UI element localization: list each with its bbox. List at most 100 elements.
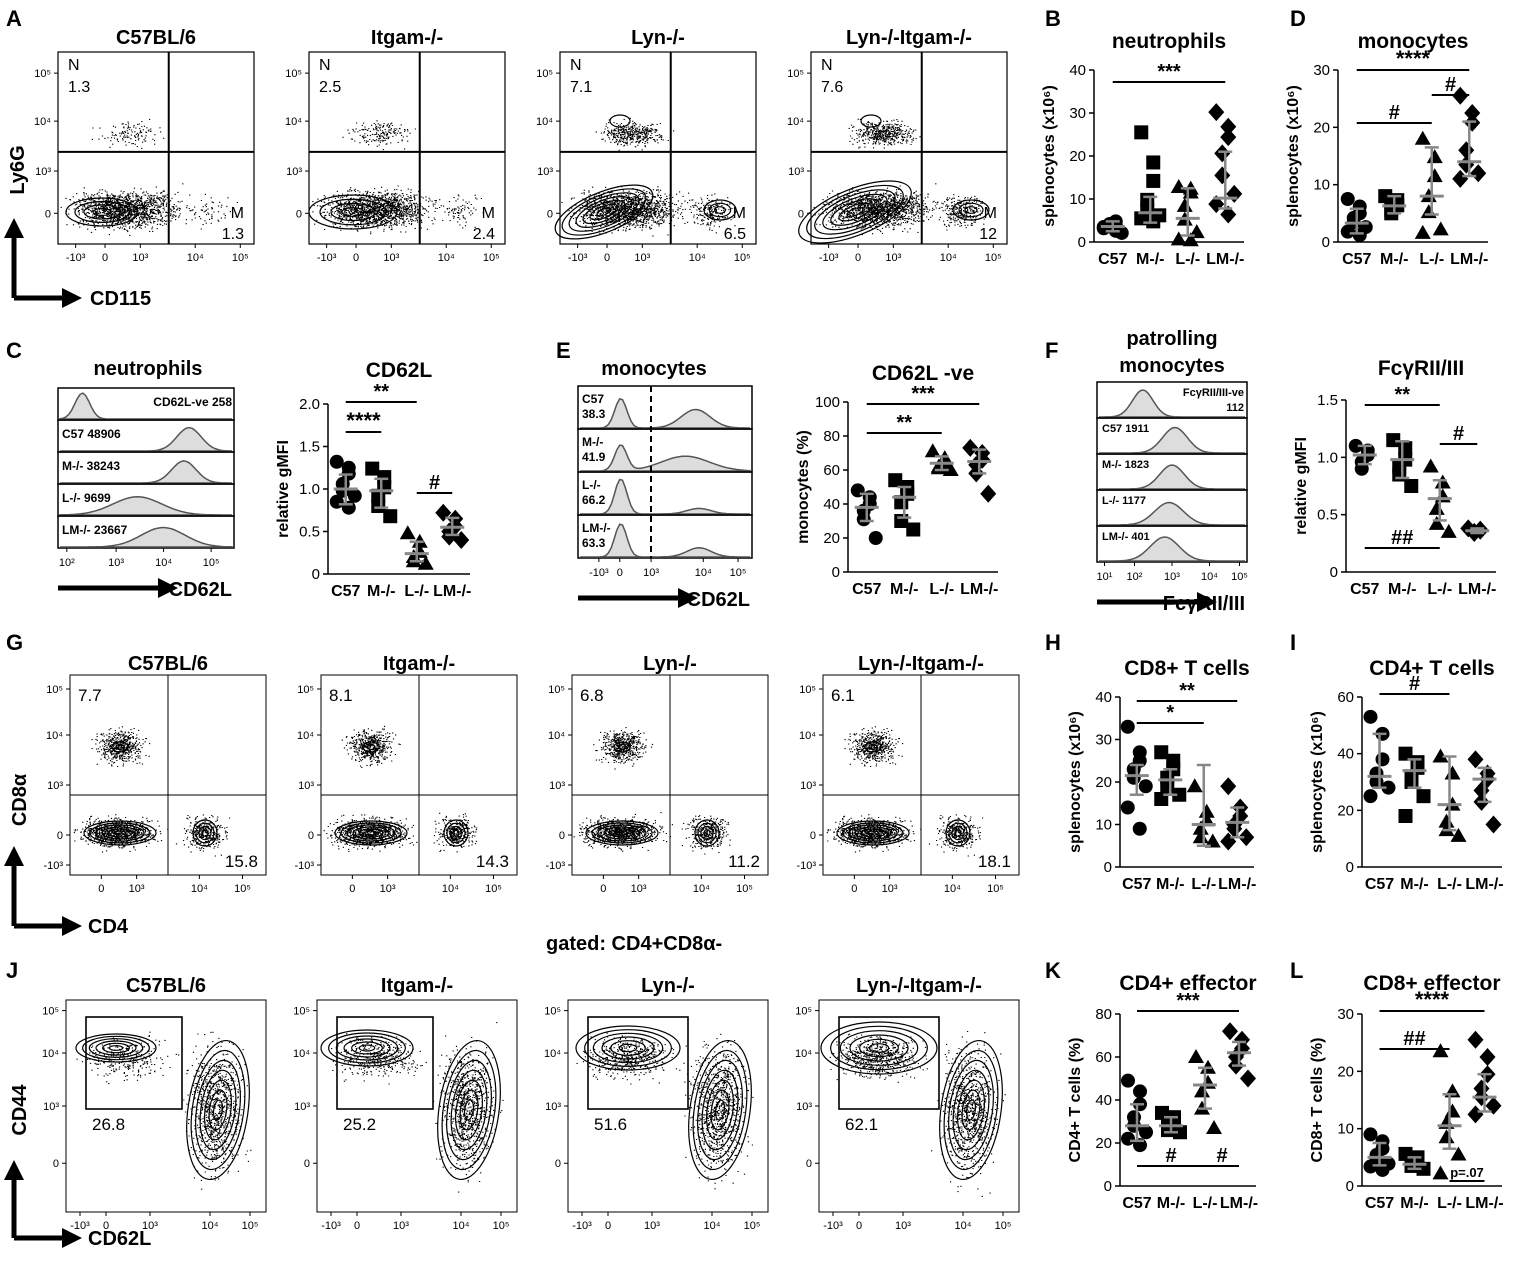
density-contour (849, 1034, 909, 1062)
x-tick-label: 0 (353, 252, 359, 264)
significance-label: **** (1415, 987, 1450, 1012)
density-contour (700, 825, 714, 841)
category-label: L-/- (404, 583, 429, 600)
dot-plot-d: monocytes 0 10 20 30 splenocytes (x10⁶) C57 M-/… (1285, 30, 1488, 268)
data-point (1214, 166, 1231, 185)
y-tick-label: 10⁴ (795, 1048, 812, 1060)
x-tick-label: 10² (59, 557, 75, 569)
y-tick-label: 30 (1337, 1006, 1354, 1023)
significance-label: ** (1394, 384, 1410, 406)
y-tick-label: 10⁵ (293, 1006, 310, 1018)
density-contour (446, 822, 466, 844)
data-point (1146, 173, 1161, 188)
x-tick-label: 10³ (644, 1220, 660, 1232)
y-tick-label: 20 (1069, 148, 1086, 165)
data-point (417, 555, 434, 570)
data-point (1121, 1131, 1135, 1146)
gate-n-label: N (821, 57, 833, 74)
y-tick-label: 10⁵ (799, 684, 816, 696)
category-label: C57 (1365, 876, 1394, 893)
density-contour (115, 743, 125, 751)
y-tick-label: 10⁵ (285, 68, 302, 80)
density-contour (706, 1079, 734, 1141)
x-tick-label: 10⁴ (187, 252, 204, 264)
x-tick-label: 0 (103, 1220, 109, 1232)
x-tick-label: -10³ (321, 1220, 341, 1232)
data-point (1352, 228, 1367, 243)
density-contour (88, 1038, 144, 1058)
y-tick-label: 0 (45, 208, 51, 220)
chart-title: monocytes (1358, 30, 1469, 53)
histogram-curve (580, 523, 750, 558)
data-point (1226, 184, 1243, 203)
quadrant-bottom-right-value: 11.2 (728, 852, 760, 871)
data-point (1414, 130, 1431, 145)
data-point (1432, 748, 1449, 763)
x-tick-label: 10⁵ (485, 883, 502, 895)
density-contour (446, 1059, 492, 1161)
gate-m-label: M (733, 205, 746, 222)
data-point (1452, 169, 1469, 188)
data-point (1485, 815, 1502, 834)
y-tick-label: 0 (798, 208, 804, 220)
density-contour (351, 1041, 383, 1055)
data-point (1176, 197, 1193, 212)
density-contour (864, 741, 882, 753)
data-point (1208, 103, 1225, 122)
x-tick-label: 10³ (643, 567, 659, 579)
data-point (942, 462, 959, 476)
y-tick-label: 20 (823, 530, 840, 547)
y-tick-label: 10⁴ (42, 1048, 59, 1060)
quadrant-top-left-value: 6.8 (580, 686, 604, 705)
histogram-title-line2: monocytes (1119, 355, 1225, 377)
scatter-dots (73, 814, 169, 853)
plot-title: Lyn-/- (631, 27, 685, 49)
scatter-dots (684, 1033, 754, 1190)
density-contour (697, 1059, 743, 1161)
x-tick-label: 10⁵ (203, 557, 220, 569)
histogram-row-value: 38.3 (582, 407, 606, 421)
density-contour (965, 1099, 977, 1121)
y-tick-label: 0 (296, 208, 302, 220)
density-contour (613, 741, 631, 753)
data-point (850, 483, 865, 498)
data-point (1404, 1158, 1419, 1173)
y-tick-label: 10⁴ (46, 730, 63, 742)
y-tick-label: 10⁴ (34, 116, 51, 128)
density-contour (89, 822, 151, 844)
histogram-row-value: 63.3 (582, 536, 606, 550)
density-contour (449, 825, 463, 841)
density-contour (199, 1069, 237, 1151)
density-contour (208, 1089, 228, 1131)
density-contour (198, 825, 212, 841)
data-point (962, 438, 979, 457)
gate-n-value: 7.1 (570, 79, 592, 96)
data-point (1426, 168, 1443, 183)
density-contour (450, 1069, 488, 1151)
x-tick-label: 10⁴ (202, 1220, 219, 1232)
density-contour (101, 826, 139, 840)
chart-title: CD62L (366, 359, 433, 382)
data-point (1450, 1146, 1467, 1161)
x-tick-label: -10³ (317, 252, 337, 264)
quadrant-top-left-value: 7.7 (78, 686, 102, 705)
data-point (1470, 164, 1487, 183)
density-contour (74, 200, 130, 224)
x-tick-label: 0 (604, 252, 610, 264)
plot-frame (559, 51, 757, 245)
density-contour (334, 820, 408, 846)
density-contour (609, 114, 631, 128)
density-contour (868, 1043, 890, 1053)
x-axis-label: CD62L (687, 589, 750, 611)
category-label: C57 (1098, 251, 1127, 268)
scatter-dots (342, 120, 421, 151)
category-label: LM-/- (1220, 1195, 1258, 1212)
y-tick-label: 10⁵ (795, 1006, 812, 1018)
gate-m-label: M (482, 205, 495, 222)
density-contour (617, 743, 627, 751)
category-label: M-/- (1156, 876, 1184, 893)
density-contour (592, 1032, 664, 1064)
y-tick-label: 10⁵ (787, 68, 804, 80)
density-contour (561, 188, 647, 236)
